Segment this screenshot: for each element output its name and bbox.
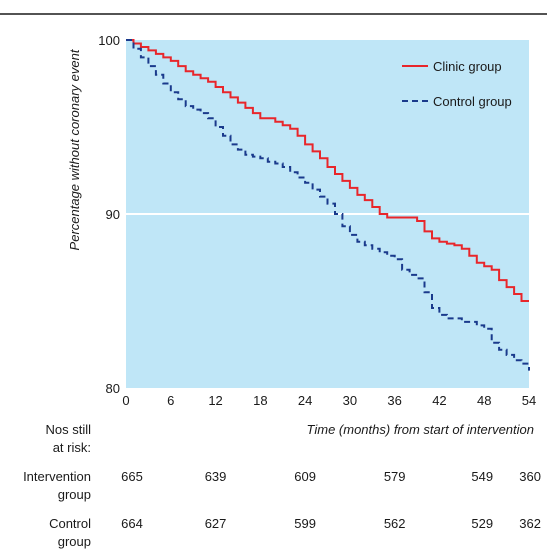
series-line-clinic <box>126 39 529 302</box>
x-axis-ticks: 0 6 12 18 24 30 36 42 48 54 <box>122 393 536 408</box>
series-layer <box>126 39 530 371</box>
at-risk-count: 362 <box>519 516 541 531</box>
legend: Clinic group Control group <box>402 59 512 109</box>
x-tick-label: 24 <box>298 393 312 408</box>
at-risk-count: 360 <box>519 469 541 484</box>
x-tick-label: 42 <box>432 393 446 408</box>
at-risk-table: Intervention group 665 639 609 579 549 360 Contr… <box>23 469 541 549</box>
y-axis-ticks: 80 90 100 <box>98 33 120 396</box>
at-risk-row-label: Intervention <box>23 469 91 484</box>
at-risk-count: 639 <box>205 469 227 484</box>
x-tick-label: 12 <box>208 393 222 408</box>
at-risk-row-label: group <box>58 487 91 502</box>
x-axis-label: Time (months) from start of intervention <box>307 422 534 437</box>
x-tick-label: 36 <box>387 393 401 408</box>
at-risk-count: 529 <box>471 516 493 531</box>
at-risk-count: 609 <box>294 469 316 484</box>
at-risk-header-line1: Nos still <box>45 422 91 437</box>
at-risk-count: 664 <box>121 516 143 531</box>
y-tick-label: 90 <box>106 207 120 222</box>
legend-label-control: Control group <box>433 94 512 109</box>
at-risk-count: 579 <box>384 469 406 484</box>
series-line-control <box>126 39 530 371</box>
at-risk-count: 665 <box>121 469 143 484</box>
x-tick-label: 0 <box>122 393 129 408</box>
x-tick-label: 30 <box>343 393 357 408</box>
x-tick-label: 6 <box>167 393 174 408</box>
at-risk-header-line2: at risk: <box>53 440 91 455</box>
x-tick-label: 54 <box>522 393 536 408</box>
y-axis-label: Percentage without coronary event <box>67 48 82 250</box>
at-risk-count: 599 <box>294 516 316 531</box>
y-tick-label: 100 <box>98 33 120 48</box>
at-risk-count: 627 <box>205 516 227 531</box>
at-risk-row-label: group <box>58 534 91 549</box>
at-risk-count: 549 <box>471 469 493 484</box>
at-risk-row-label: Control <box>49 516 91 531</box>
legend-label-clinic: Clinic group <box>433 59 502 74</box>
x-tick-label: 18 <box>253 393 267 408</box>
at-risk-count: 562 <box>384 516 406 531</box>
y-tick-label: 80 <box>106 381 120 396</box>
x-tick-label: 48 <box>477 393 491 408</box>
